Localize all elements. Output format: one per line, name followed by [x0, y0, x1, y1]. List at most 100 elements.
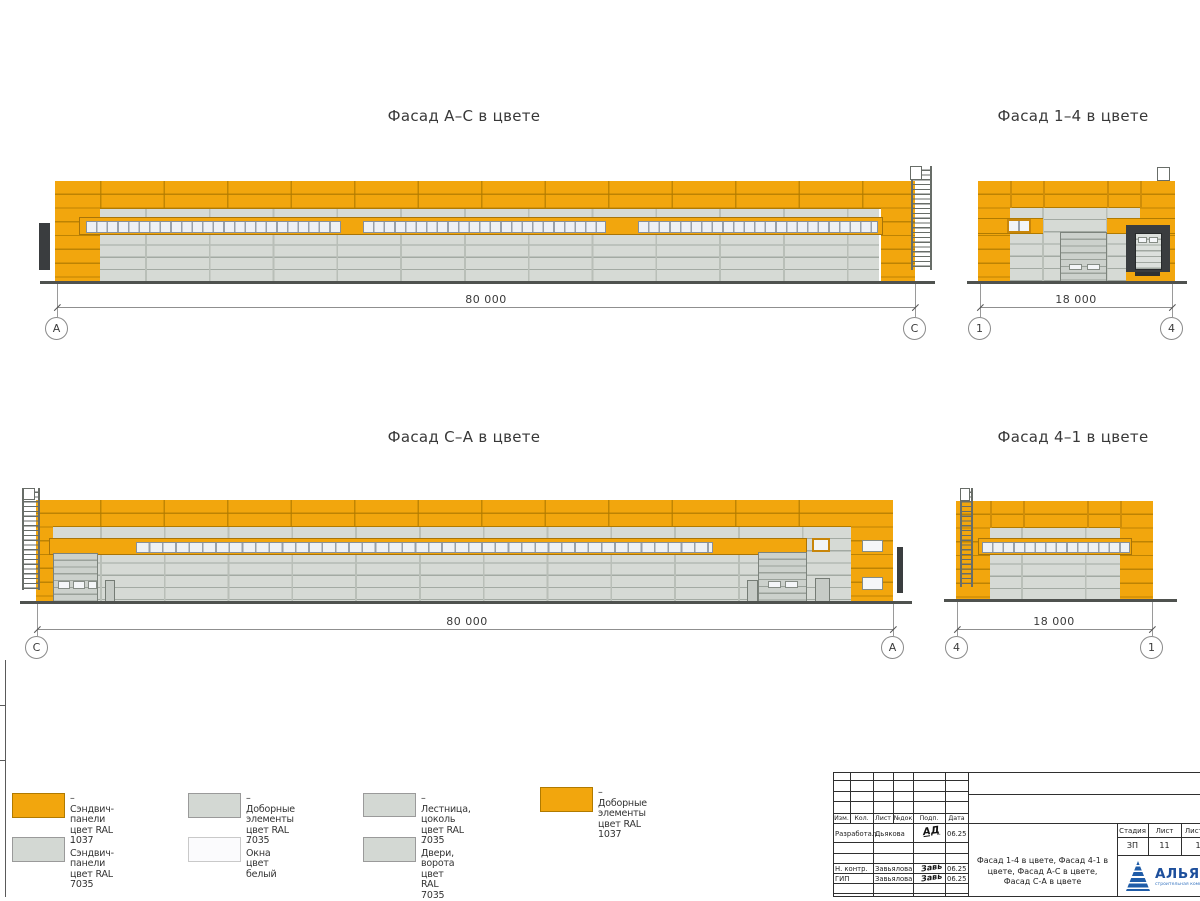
sheets-label: Листов — [1181, 827, 1200, 835]
legend-line: – Доборные элементы — [598, 788, 647, 820]
dock-door-window — [1138, 237, 1147, 243]
sheets-value: 1 — [1181, 841, 1200, 850]
dimension-value: 18 000 — [1008, 615, 1100, 628]
tb-date: 06.25 — [947, 875, 966, 883]
legend-swatch — [12, 793, 65, 818]
tb-signature: АД — [922, 825, 940, 838]
entrance-door — [747, 580, 758, 602]
roof-ladder — [22, 488, 40, 590]
legend-swatch — [188, 837, 241, 862]
legend-swatch — [540, 787, 593, 812]
tb-line — [833, 896, 1200, 897]
tb-name: Завьялова — [875, 865, 912, 873]
tb-col-header: Подп. — [913, 815, 945, 822]
axis-marker: А — [45, 317, 68, 340]
sheet-value: 11 — [1148, 841, 1181, 850]
tb-line — [1117, 837, 1200, 838]
facade-41-drawing — [956, 501, 1153, 601]
tb-col-header: Кол. — [850, 815, 873, 822]
dimension-line — [37, 629, 893, 630]
ladder-top-box — [960, 488, 970, 501]
facade-ac-drawing — [55, 181, 915, 283]
facade-14-title: Фасад 1–4 в цвете — [963, 107, 1183, 125]
dimension-line — [57, 307, 915, 308]
tb-line — [968, 772, 969, 896]
dock-door-window — [1149, 237, 1158, 243]
tb-line — [1117, 855, 1200, 856]
company-logo-icon — [1126, 861, 1150, 891]
legend-line: – Окна — [246, 838, 276, 859]
ground-line — [40, 281, 935, 284]
tb-line — [833, 772, 1200, 773]
dock-shelter-side — [39, 223, 50, 270]
tb-name: Дьякова — [875, 830, 905, 838]
company-subtitle: строительная компания — [1155, 882, 1200, 887]
tb-col-header: Изм. — [833, 815, 850, 822]
tb-signature: Завь — [920, 872, 942, 884]
dimension-value: 80 000 — [421, 615, 513, 628]
ground-line — [944, 599, 1177, 602]
legend-swatch — [363, 837, 416, 862]
dock-bumper — [1135, 272, 1160, 276]
sheet-frame-line — [5, 660, 6, 897]
window-strip — [363, 221, 606, 233]
entrance-door — [105, 580, 115, 603]
dimension-value: 80 000 — [440, 293, 532, 306]
axis-marker: С — [903, 317, 926, 340]
axis-marker: 4 — [1160, 317, 1183, 340]
window-strip — [982, 542, 1130, 553]
facade-14-drawing — [978, 181, 1175, 283]
tb-line — [833, 791, 968, 792]
dock-shelter — [1126, 225, 1170, 272]
panel-joint — [1107, 181, 1109, 208]
extension-line — [915, 284, 916, 317]
sheet-frame-tick — [0, 705, 6, 706]
legend-line: цоколь — [421, 815, 471, 826]
extension-line — [1172, 284, 1173, 317]
stage-label: Стадия — [1117, 827, 1148, 835]
panel-joint — [1023, 501, 1025, 528]
ladder-top-box — [23, 488, 35, 500]
tb-col-header: №док — [893, 815, 913, 822]
tb-line — [833, 813, 968, 814]
tb-col-header: Лист — [873, 815, 893, 822]
legend-swatch — [188, 793, 241, 818]
roof-ladder — [911, 166, 932, 270]
tb-line — [833, 853, 968, 854]
extension-line — [37, 604, 38, 636]
facade-ac-title: Фасад А–С в цвете — [354, 107, 574, 125]
tb-date: 06.25 — [947, 830, 966, 838]
legend-label: – Окна цвет белый — [246, 838, 276, 880]
window-strip — [86, 221, 341, 233]
panel-joint — [1043, 181, 1045, 208]
dimension-value: 18 000 — [1030, 293, 1122, 306]
legend-line: цвет RAL 7035 — [70, 870, 114, 891]
legend-label: – Доборные элементы цвет RAL 1037 — [598, 788, 647, 841]
document-title: Фасад 1-4 в цвете, Фасад 4-1 в цвете, Фа… — [970, 856, 1115, 888]
panel-joint — [990, 501, 992, 528]
axis-marker: С — [25, 636, 48, 659]
gate-window — [73, 581, 85, 589]
tb-role: ГИП — [835, 875, 849, 883]
tb-date: 06.25 — [947, 865, 966, 873]
tb-line — [833, 893, 968, 894]
top-band — [55, 181, 915, 209]
tb-line — [968, 823, 1200, 824]
tb-name: Завьялова — [875, 875, 912, 883]
legend-line: – Лестница, — [421, 794, 471, 815]
facade-41-title: Фасад 4–1 в цвете — [963, 428, 1183, 446]
small-window — [812, 538, 830, 552]
legend-label: – Сэндвич-панели цвет RAL 7035 — [70, 838, 114, 891]
panel-joint — [1010, 181, 1012, 208]
small-window — [1007, 219, 1031, 233]
company-name: АЛЬЯНС — [1155, 866, 1200, 882]
stage-value: ЗП — [1117, 841, 1148, 850]
gate-window — [1069, 264, 1082, 270]
extension-line — [980, 284, 981, 317]
ladder-top-box — [910, 166, 922, 180]
sheet-frame-tick — [0, 760, 6, 761]
facade-ca-drawing — [36, 500, 893, 603]
panel-joint — [1140, 181, 1142, 208]
axis-marker: 1 — [1140, 636, 1163, 659]
